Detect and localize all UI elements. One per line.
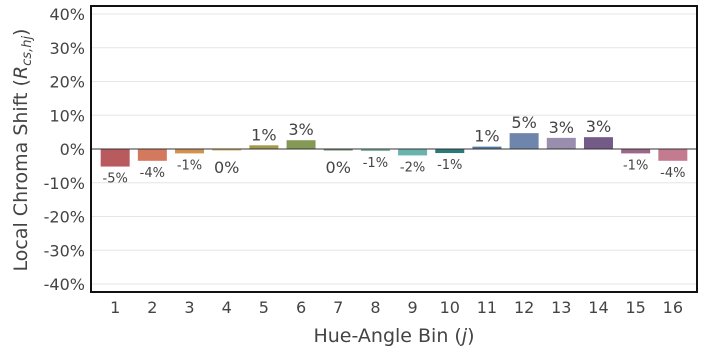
x-tick-label: 3 [184,298,194,317]
x-tick-label: 10 [440,298,460,317]
x-tick-label: 15 [625,298,645,317]
bar [360,149,390,152]
x-tick-label: 6 [296,298,306,317]
bar [286,140,316,149]
x-tick-label: 11 [477,298,497,317]
data-label: 3% [586,117,611,136]
x-tick-label: 4 [222,298,232,317]
grid [91,13,697,285]
x-tick-label: 13 [551,298,571,317]
y-tick-label: -10% [44,174,85,193]
data-label: -5% [103,172,128,187]
bar [249,145,279,149]
y-tick-label: 0% [60,140,85,159]
data-label: -1% [177,158,202,173]
data-label: -2% [400,160,425,175]
data-label: -4% [140,166,165,181]
data-label: -1% [363,156,388,171]
y-tick-label: 10% [49,106,85,125]
y-tick-label: 30% [49,39,85,58]
bar [175,149,205,154]
data-label: 0% [326,158,351,177]
y-tick-labels: -40% -30% -20% -10% 0% 10% 20% 30% 40% [44,5,85,294]
bar [137,149,167,161]
x-tick-label: 7 [333,298,343,317]
x-tick-labels: 1 2 3 4 5 6 7 8 9 10 11 12 13 14 15 16 [110,298,683,317]
bar [546,137,576,149]
y-axis-title: Local Chroma Shift (Rcs,hj) [10,29,35,272]
x-tick-label: 14 [588,298,608,317]
x-tick-label: 9 [407,298,417,317]
bar [583,137,613,149]
y-tick-label: 40% [49,5,85,24]
data-label: 1% [251,125,276,144]
data-label: 1% [474,127,499,146]
x-tick-label: 8 [370,298,380,317]
bar [472,146,502,149]
y-tick-label: -30% [44,241,85,260]
y-tick-label: -40% [44,275,85,294]
data-label: 5% [511,113,536,132]
x-tick-label: 1 [110,298,120,317]
data-label: 3% [549,118,574,137]
bar [509,133,539,149]
x-tick-label: 16 [663,298,683,317]
bar [100,149,130,167]
x-tick-label: 12 [514,298,534,317]
x-tick-label: 2 [147,298,157,317]
data-label: 3% [288,120,313,139]
data-label: -1% [623,158,648,173]
bar [398,149,428,156]
y-tick-label: 20% [49,73,85,92]
data-label: -4% [660,166,685,181]
bar [658,149,688,161]
x-tick-label: 5 [259,298,269,317]
bars [100,133,688,167]
x-axis-title: Hue-Angle Bin (j) [313,325,474,347]
bar [435,149,465,154]
data-label: 0% [214,158,239,177]
y-tick-label: -20% [44,208,85,227]
bar [323,149,353,151]
plot-frame [90,5,698,293]
bar [212,149,242,151]
data-label: -1% [437,158,462,173]
value-labels: -5% -4% -1% 0% 1% 3% 0% -1% -2% -1% 1% 5% 3% 3% -1% -4% [103,113,686,186]
bar [621,149,651,154]
